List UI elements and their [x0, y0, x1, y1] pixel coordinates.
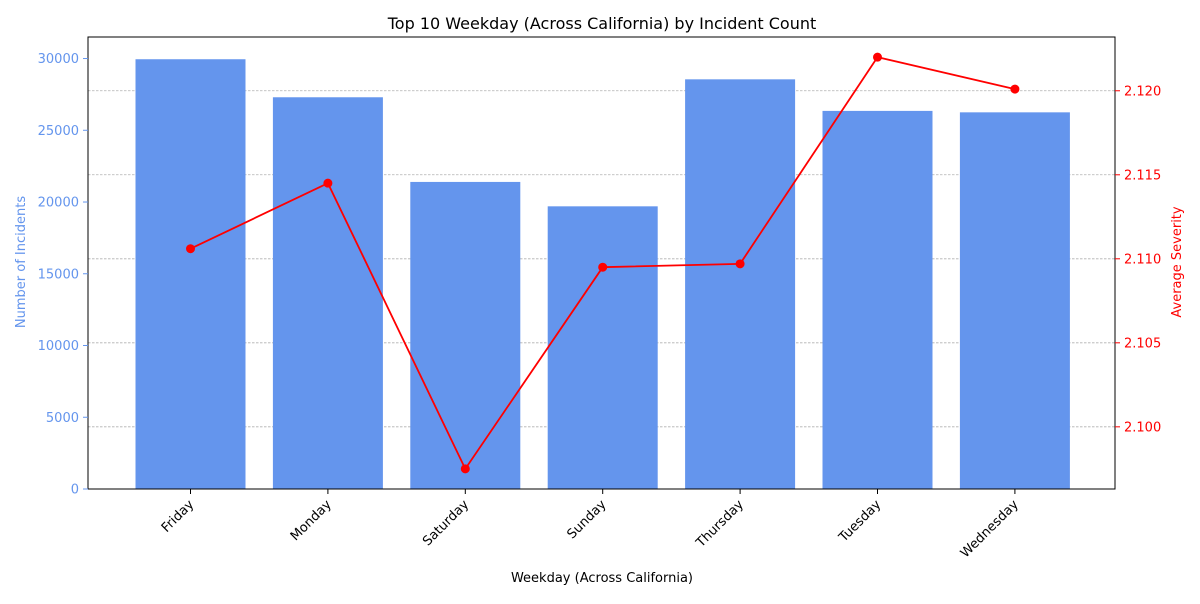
- y2-tick-label: 2.100: [1124, 420, 1161, 435]
- bar-thursday[interactable]: [685, 79, 796, 489]
- x-tick-label-saturday: Saturday: [420, 497, 472, 549]
- y-tick-label: 5000: [46, 411, 79, 426]
- bar-wednesday[interactable]: [959, 112, 1070, 489]
- severity-point-friday[interactable]: [186, 244, 195, 254]
- severity-point-sunday[interactable]: [598, 262, 608, 272]
- bar-saturday[interactable]: [410, 181, 521, 489]
- y-tick-label: 20000: [38, 196, 79, 211]
- bars: [135, 59, 1070, 490]
- y-axis-label: Number of Incidents: [14, 196, 29, 328]
- x-tick-label-wednesday: Wednesday: [958, 497, 1022, 561]
- severity-point-thursday[interactable]: [735, 259, 745, 269]
- severity-point-tuesday[interactable]: [873, 52, 882, 62]
- bar-tuesday[interactable]: [822, 110, 933, 490]
- bar-friday[interactable]: [135, 59, 246, 489]
- y2-tick-label: 2.110: [1124, 252, 1161, 267]
- bar-sunday[interactable]: [547, 206, 658, 490]
- severity-point-monday[interactable]: [323, 178, 333, 188]
- bar-monday[interactable]: [272, 97, 383, 490]
- severity-line: [186, 52, 1020, 474]
- y-tick-label: 25000: [38, 124, 79, 139]
- y-tick-label: 10000: [38, 339, 79, 354]
- y-tick-label: 30000: [38, 52, 79, 67]
- x-tick-label-monday: Monday: [288, 497, 335, 544]
- severity-point-wednesday[interactable]: [1010, 84, 1020, 94]
- x-tick-label-tuesday: Tuesday: [836, 497, 885, 546]
- severity-point-saturday[interactable]: [460, 464, 470, 474]
- y-tick-label: 0: [71, 483, 79, 498]
- x-axis-label: Weekday (Across California): [511, 571, 693, 586]
- y-tick-label: 15000: [38, 267, 79, 282]
- chart-title: Top 10 Weekday (Across California) by In…: [387, 14, 817, 33]
- x-tick-label-sunday: Sunday: [565, 497, 610, 542]
- y2-tick-label: 2.120: [1124, 84, 1161, 99]
- y2-axis-label: Average Severity: [1170, 206, 1185, 318]
- plot-frame: [87, 36, 1116, 490]
- y2-tick-label: 2.105: [1124, 336, 1161, 351]
- x-tick-label-friday: Friday: [159, 497, 198, 536]
- x-tick-label-thursday: Thursday: [693, 497, 747, 551]
- y2-tick-label: 2.115: [1124, 168, 1161, 183]
